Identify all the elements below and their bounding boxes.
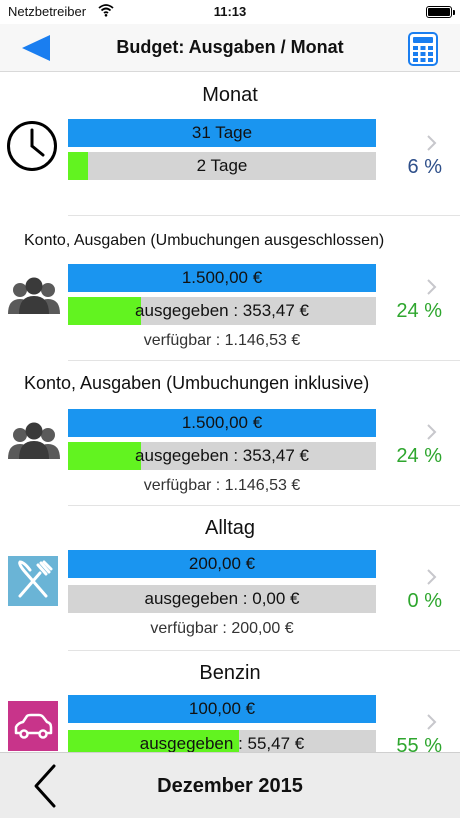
section-title: Benzin [199,662,261,684]
carrier-label: Netzbetreiber [8,4,87,19]
divider [68,360,460,361]
chevron-right-icon [426,134,438,152]
available-label: verfügbar : 1.146,53 € [143,332,301,349]
progress-label: ausgegeben : 353,47 € [135,301,309,320]
divider [68,215,460,216]
progress-bar: ausgegeben : 353,47 € [68,297,376,325]
group-icon [6,413,60,465]
progress-fill [68,730,239,752]
total-bar: 1.500,00 € [68,264,376,292]
status-time: 11:13 [213,4,247,19]
progress-bar: 2 Tage [68,152,376,180]
car-icon [8,701,58,751]
percent-label: 24 % [396,445,442,467]
chevron-right-icon [426,278,438,296]
budget-item-konto-inklusive[interactable]: Konto, Ausgaben (Umbuchungen inklusive) … [0,361,460,506]
available-label: verfügbar : 200,00 € [150,620,294,637]
progress-bar: ausgegeben : 353,47 € [68,442,376,470]
progress-label: 2 Tage [196,156,248,175]
total-label: 200,00 € [188,554,256,573]
progress-label: ausgegeben : 55,47 € [139,734,305,752]
budget-item-monat[interactable]: Monat 31 Tage 2 Tage 6 % [0,72,460,216]
progress-fill [68,297,141,325]
group-icon [6,268,60,320]
divider [68,505,460,506]
progress-label: ausgegeben : 0,00 € [144,589,300,608]
total-bar: 31 Tage [68,119,376,147]
section-title: Alltag [204,517,256,539]
chevron-right-icon [426,713,438,731]
percent-label: 24 % [396,300,442,322]
budget-item-benzin[interactable]: Benzin 100,00 € ausgegeben : 55,47 € 55 … [0,651,460,752]
total-bar: 1.500,00 € [68,409,376,437]
total-label: 1.500,00 € [181,413,263,432]
section-title: Konto, Ausgaben (Umbuchungen ausgeschlos… [24,232,385,249]
chevron-right-icon [426,423,438,441]
percent-label: 0 % [407,590,442,612]
chevron-left-icon[interactable] [30,763,60,809]
battery-icon [426,6,455,18]
total-bar: 100,00 € [68,695,376,723]
budget-list[interactable]: Monat 31 Tage 2 Tage 6 % Konto, Ausgaben… [0,72,460,752]
progress-fill [68,442,141,470]
budget-item-konto-ausgeschlossen[interactable]: Konto, Ausgaben (Umbuchungen ausgeschlos… [0,216,460,361]
total-label: 31 Tage [191,123,253,142]
section-title: Konto, Ausgaben (Umbuchungen inklusive) [24,373,370,393]
total-label: 100,00 € [188,699,256,718]
percent-label: 6 % [407,156,442,178]
fork-knife-icon [8,556,58,606]
page-title: Budget: Ausgaben / Monat [116,37,344,57]
percent-label: 55 % [396,735,442,752]
calculator-icon[interactable] [408,32,438,66]
chevron-right-icon [426,568,438,586]
navigation-bar: Budget: Ausgaben / Monat [0,24,460,72]
total-bar: 200,00 € [68,550,376,578]
divider [68,650,460,651]
wifi-icon [98,3,114,20]
progress-label: ausgegeben : 353,47 € [135,446,309,465]
progress-bar: ausgegeben : 55,47 € [68,730,376,752]
budget-item-alltag[interactable]: Alltag 200,00 € ausgegeben : 0,00 € verf [0,506,460,651]
available-label: verfügbar : 1.146,53 € [143,477,301,494]
status-bar: Netzbetreiber 11:13 [0,0,460,24]
back-arrow-icon[interactable] [20,34,56,62]
progress-fill [68,152,89,180]
month-switcher: Dezember 2015 [0,752,460,818]
month-label: Dezember 2015 [157,775,303,797]
clock-icon [6,120,58,172]
section-title: Monat [202,84,258,106]
progress-bar: ausgegeben : 0,00 € [68,585,376,613]
total-label: 1.500,00 € [181,268,263,287]
